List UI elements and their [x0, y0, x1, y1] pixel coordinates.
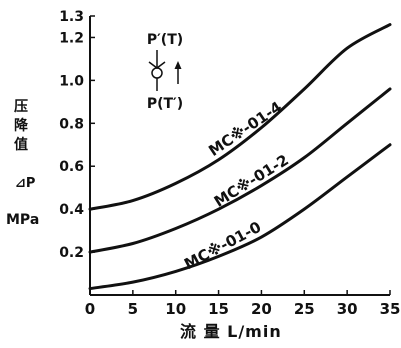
valve-ball-icon [151, 67, 163, 79]
x-tick-label: 25 [294, 300, 315, 318]
series-line [88, 143, 392, 291]
curves [88, 23, 392, 291]
series-line [88, 23, 392, 211]
axes [89, 16, 390, 296]
y-axis-label-symbol: ⊿P [15, 176, 36, 191]
y-axis-label-unit: MPa [6, 212, 40, 228]
x-tick-label: 5 [128, 300, 138, 318]
valve-seat-icon [148, 61, 166, 69]
x-tick-label: 20 [251, 300, 272, 318]
x-axis-label: 流 量 L/min [180, 322, 282, 341]
series-label: MC※-01-0 [181, 218, 264, 273]
x-tick-label: 35 [380, 300, 401, 318]
x-tick-label: 10 [165, 300, 186, 318]
ticks: 0 5 10 15 20 25 30 35 0.2 0.4 0.6 0.8 1.0 1.2 1.3 [59, 9, 400, 318]
port-label-top: P′(T) [147, 32, 183, 48]
y-tick-label: 0.6 [59, 159, 84, 175]
y-tick-label: 0.8 [59, 116, 84, 132]
x-tick-label: 30 [337, 300, 358, 318]
series-label: MC※-01-4 [205, 98, 285, 160]
y-axis-label-chinese: 压降值 [14, 99, 28, 153]
flow-arrow-icon [174, 61, 182, 69]
series-labels: MC※-01-4MC※-01-2 MC※-01-0 [181, 98, 292, 273]
y-tick-label: 0.2 [59, 245, 84, 261]
y-tick-label: 1.3 [59, 9, 84, 25]
y-tick-label: 1.2 [59, 30, 84, 46]
port-label-bottom: P(T′) [147, 96, 183, 112]
x-tick-label: 15 [208, 300, 229, 318]
check-valve-symbol: P′(T) P(T′) [147, 32, 183, 112]
y-tick-label: 0.4 [59, 202, 84, 218]
series-label: MC※-01-2 [211, 151, 292, 211]
series-line [88, 87, 392, 254]
x-tick-label: 0 [85, 300, 95, 318]
y-tick-label: 1.0 [59, 73, 84, 89]
